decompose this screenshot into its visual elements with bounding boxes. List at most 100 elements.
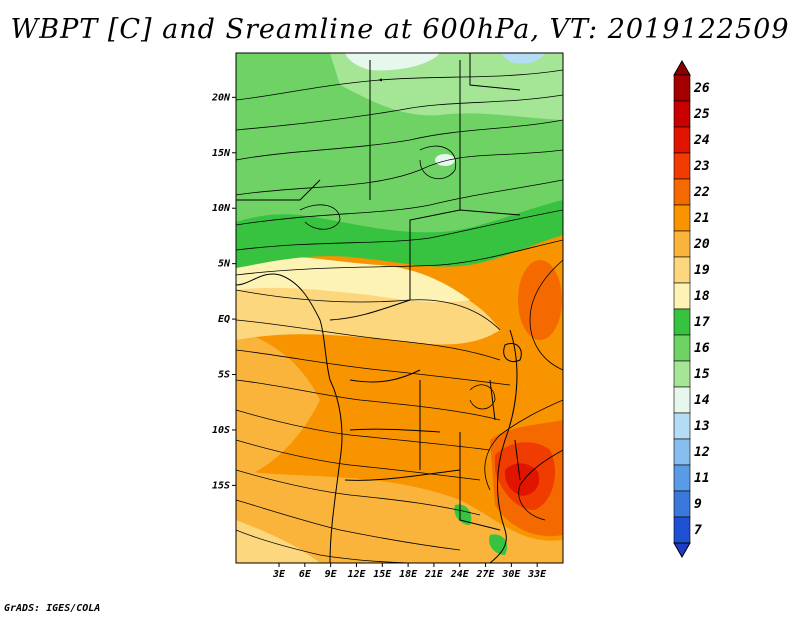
colorbar-swatch (673, 152, 691, 180)
y-tick-label: EQ (218, 314, 230, 325)
streamline (484, 399, 563, 491)
colorbar-bottom-arrow (673, 542, 691, 559)
wbpt-region-18-band (236, 256, 470, 303)
x-tick-label: 12E (347, 569, 366, 580)
colorbar-label: 18 (694, 289, 710, 304)
streamline (236, 439, 481, 481)
x-tick-label: 33E (527, 569, 547, 580)
streamline (236, 289, 501, 331)
streamline (419, 145, 457, 180)
colorbar-swatch (673, 256, 691, 284)
colorbar-swatch (673, 490, 691, 518)
colorbar-label: 20 (693, 237, 710, 252)
colorbar-label: 15 (694, 367, 710, 382)
x-tick-label: 3E (272, 569, 286, 580)
wbpt-region-22-east (518, 260, 562, 340)
colorbar: 26 25 24 23 22 21 20 19 18 17 16 15 14 13 12 11 9 7 (673, 59, 710, 559)
wbpt-region-14 (345, 53, 440, 71)
streamline (236, 529, 411, 563)
y-tick-label: 10N (212, 203, 231, 214)
border-line (409, 209, 521, 300)
colorbar-swatch (673, 308, 691, 336)
x-axis: 3E 6E 9E 12E 15E 18E 21E 24E 27E 30E 33E (272, 563, 547, 580)
colorbar-swatch (673, 74, 691, 102)
colorbar-swatch (673, 178, 691, 206)
border-line (349, 369, 421, 383)
colorbar-label: 21 (693, 211, 710, 226)
streamline (236, 94, 563, 131)
y-tick-label: 5N (218, 259, 231, 270)
streamline (236, 149, 563, 196)
wbpt-region-24 (504, 463, 540, 496)
y-tick-label: 5S (218, 370, 230, 381)
border-line (236, 179, 321, 201)
colorbar-swatch (673, 334, 691, 362)
wbpt-region-14-lake-chad (435, 154, 455, 166)
colorbar-label: 13 (694, 419, 710, 434)
map-frame (235, 52, 564, 564)
streamline (236, 469, 481, 516)
colorbar-label: 12 (694, 445, 710, 460)
streamlines (236, 69, 563, 563)
y-tick-label: 20N (211, 92, 231, 103)
streamline (236, 409, 491, 451)
border-line (459, 432, 501, 531)
colorbar-swatch (673, 282, 691, 310)
streamline (236, 119, 563, 161)
x-tick-label: 24E (450, 569, 470, 580)
border-line (469, 53, 521, 91)
colorbar-swatch (673, 126, 691, 154)
coastline-east (489, 329, 518, 563)
streamline (518, 449, 563, 521)
colorbar-swatch (673, 464, 691, 492)
streamline (236, 69, 563, 101)
x-tick-label: 21E (424, 569, 444, 580)
streamline (236, 319, 501, 361)
wbpt-region-19-southwest (236, 520, 320, 563)
colorbar-label: 11 (694, 471, 710, 486)
lake-tanganyika (489, 379, 496, 421)
colorbar-swatch (673, 204, 691, 232)
x-tick-label: 18E (399, 569, 418, 580)
colorbar-label: 25 (693, 107, 710, 122)
wbpt-field (236, 53, 563, 563)
border-line (349, 428, 441, 433)
streamline (236, 239, 563, 276)
x-tick-label: 9E (325, 569, 338, 580)
colorbar-label: 16 (694, 341, 710, 356)
wbpt-region-20-south (236, 470, 563, 563)
colorbar-swatch (673, 412, 691, 440)
colorbar-label: 24 (693, 133, 710, 148)
map-title: WBPT [C] and Sreamline at 600hPa, VT: 20… (10, 14, 790, 45)
colorbar-swatch (673, 438, 691, 466)
colorbar-label: 19 (694, 263, 710, 278)
streamline (299, 204, 341, 230)
colorbar-label: 22 (693, 185, 710, 200)
coastline-west (236, 273, 343, 563)
colorbar-label: 26 (693, 81, 710, 96)
x-tick-label: 15E (373, 569, 392, 580)
streamline (469, 384, 496, 410)
colorbar-label: 23 (693, 159, 710, 174)
colorbar-label: 14 (694, 393, 710, 408)
footer-credit: GrADS: IGES/COLA (4, 603, 101, 614)
y-tick-label: 10S (212, 425, 230, 436)
colorbar-swatch (673, 100, 691, 128)
y-tick-label: 15N (212, 148, 231, 159)
country-borders (236, 53, 522, 563)
colorbar-label: 7 (694, 523, 702, 538)
colorbar-swatch (673, 230, 691, 258)
colorbar-swatch (673, 360, 691, 388)
colorbar-top-arrow (673, 59, 691, 76)
wbpt-region-20-west (236, 330, 320, 480)
border-line (329, 299, 411, 321)
lake-malawi (514, 439, 521, 481)
colorbar-swatch (673, 386, 691, 414)
colorbar-label: 17 (694, 315, 710, 330)
colorbar-swatch (673, 516, 691, 544)
colorbar-label: 9 (694, 497, 702, 512)
x-tick-label: 27E (476, 569, 496, 580)
x-tick-label: 30E (501, 569, 521, 580)
streamline (236, 179, 563, 226)
y-axis: 20N 15N 10N 5N EQ 5S 10S 15S (211, 92, 236, 491)
